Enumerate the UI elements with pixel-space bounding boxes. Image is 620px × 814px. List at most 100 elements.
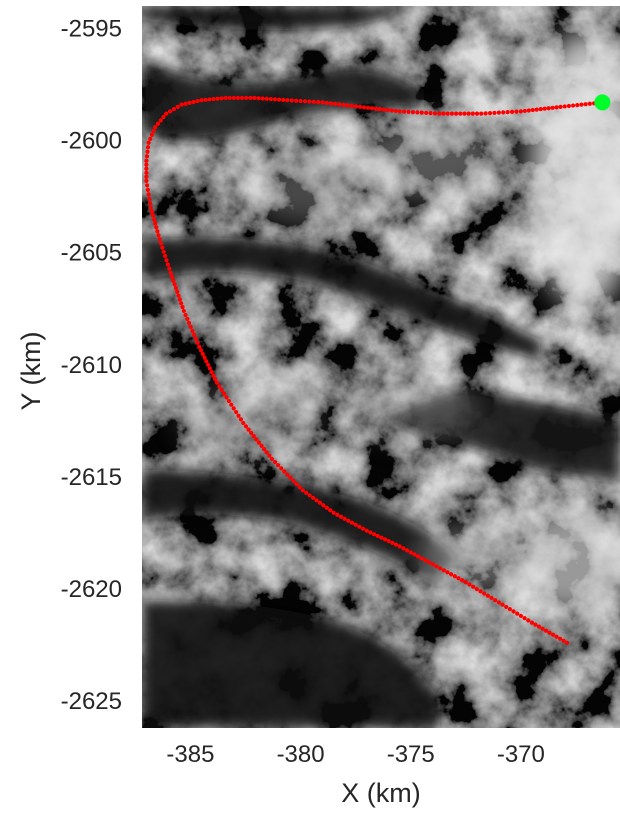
- track-point: [268, 96, 273, 102]
- track-point: [566, 103, 571, 109]
- track-point: [144, 166, 149, 171]
- track-point: [390, 540, 395, 545]
- track-point: [161, 114, 166, 120]
- track-point: [365, 105, 371, 110]
- track-point: [353, 104, 359, 109]
- track-point: [386, 539, 391, 544]
- track-point: [454, 111, 459, 116]
- track-point: [408, 550, 413, 555]
- track-point: [353, 522, 358, 527]
- track-point: [187, 100, 192, 105]
- track-point: [289, 98, 294, 103]
- track-point: [397, 544, 402, 549]
- track-point: [146, 192, 151, 197]
- track-point: [276, 463, 281, 468]
- track-point: [238, 417, 244, 422]
- track-point: [149, 132, 155, 138]
- track-point: [229, 402, 234, 407]
- track-point: [164, 258, 169, 263]
- track-point: [487, 111, 493, 116]
- track-point: [452, 574, 457, 579]
- track-point: [145, 187, 150, 192]
- track-point: [511, 609, 516, 614]
- track-point: [234, 409, 239, 415]
- track-point: [215, 96, 220, 101]
- track-point: [335, 512, 340, 517]
- track-point: [307, 493, 312, 498]
- track-point: [169, 274, 175, 279]
- track-point: [236, 413, 241, 418]
- track-point: [219, 387, 224, 393]
- track-point: [246, 427, 251, 432]
- track-point: [565, 640, 570, 645]
- track-point: [158, 118, 163, 123]
- track-point: [172, 282, 177, 287]
- track-point: [183, 101, 188, 106]
- track-point: [530, 107, 535, 113]
- track-point: [483, 111, 488, 116]
- track-point: [547, 630, 552, 635]
- track-point: [217, 384, 222, 389]
- track-point: [529, 620, 534, 625]
- track-point: [177, 297, 182, 302]
- y-tick-label: -2605: [61, 240, 122, 267]
- track-point: [360, 526, 366, 531]
- track-point: [222, 391, 227, 396]
- track-point: [297, 485, 302, 490]
- track-point: [466, 111, 471, 116]
- track-point: [377, 107, 382, 112]
- track-point: [160, 245, 165, 250]
- track-point: [144, 178, 149, 183]
- track-point: [364, 528, 369, 533]
- track-point: [254, 437, 259, 442]
- track-point: [272, 97, 278, 102]
- track-point: [163, 253, 168, 259]
- track-point: [349, 520, 355, 525]
- track-point: [381, 107, 386, 112]
- track-point: [154, 225, 159, 230]
- track-point: [449, 111, 455, 116]
- track-point: [333, 101, 338, 107]
- y-tick-label: -2615: [61, 464, 122, 491]
- track-point: [199, 98, 204, 103]
- track-point: [456, 576, 461, 581]
- track-point: [561, 638, 566, 643]
- track-point: [203, 97, 208, 102]
- track-point: [298, 98, 303, 104]
- track-point: [207, 366, 212, 371]
- track-point: [415, 110, 420, 115]
- track-point: [158, 241, 164, 246]
- track-point: [467, 582, 472, 587]
- track-point: [153, 124, 158, 130]
- track-point: [478, 589, 483, 594]
- track-point: [554, 105, 559, 110]
- track-point: [144, 154, 150, 159]
- track-point: [192, 332, 197, 337]
- track-point: [171, 107, 177, 112]
- track-point: [445, 111, 450, 116]
- track-point: [341, 102, 346, 108]
- track-point: [150, 213, 156, 218]
- track-point: [183, 312, 188, 318]
- track-point: [415, 554, 421, 559]
- track-point: [515, 611, 520, 616]
- track-point: [204, 359, 209, 364]
- track-point: [546, 106, 551, 111]
- track-point: [393, 542, 399, 547]
- track-point: [430, 562, 435, 567]
- track-point: [349, 103, 354, 109]
- track-point: [294, 481, 299, 487]
- track-point: [331, 510, 336, 515]
- track-point: [282, 469, 287, 474]
- track-point: [474, 111, 480, 116]
- track-point: [219, 96, 224, 101]
- track-point: [320, 100, 325, 105]
- track-point: [462, 111, 467, 116]
- track-point: [145, 149, 150, 154]
- track-point: [412, 552, 417, 557]
- track-point: [285, 98, 290, 103]
- end-point-marker: [594, 94, 611, 111]
- track-point: [148, 205, 153, 210]
- track-point: [445, 570, 450, 575]
- track-point: [449, 572, 454, 577]
